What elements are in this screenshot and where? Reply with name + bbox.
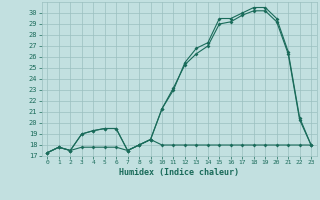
X-axis label: Humidex (Indice chaleur): Humidex (Indice chaleur) [119,168,239,177]
